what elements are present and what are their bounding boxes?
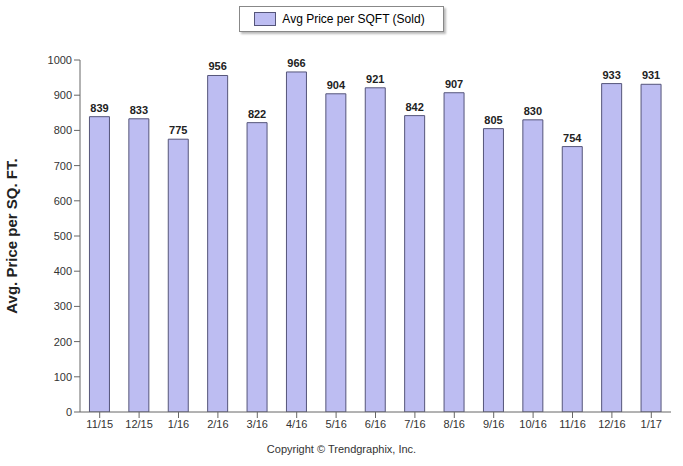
svg-text:900: 900: [54, 89, 72, 101]
svg-text:100: 100: [54, 371, 72, 383]
svg-text:700: 700: [54, 160, 72, 172]
svg-text:1000: 1000: [48, 54, 72, 66]
svg-text:842: 842: [405, 101, 423, 113]
svg-text:1/17: 1/17: [641, 418, 662, 430]
svg-text:833: 833: [130, 104, 148, 116]
svg-text:7/16: 7/16: [404, 418, 425, 430]
svg-text:10/16: 10/16: [519, 418, 547, 430]
svg-text:500: 500: [54, 230, 72, 242]
svg-text:11/16: 11/16: [559, 418, 586, 430]
svg-text:Avg. Price per SQ. FT.: Avg. Price per SQ. FT.: [8, 158, 20, 313]
svg-text:400: 400: [54, 265, 72, 277]
svg-text:775: 775: [169, 124, 187, 136]
svg-text:2/16: 2/16: [207, 418, 228, 430]
svg-text:754: 754: [563, 132, 582, 144]
svg-text:933: 933: [602, 69, 620, 81]
svg-text:822: 822: [248, 108, 266, 120]
svg-text:800: 800: [54, 124, 72, 136]
svg-text:8/16: 8/16: [444, 418, 465, 430]
svg-text:904: 904: [327, 79, 346, 91]
svg-text:3/16: 3/16: [247, 418, 268, 430]
svg-text:931: 931: [642, 69, 660, 81]
svg-text:9/16: 9/16: [483, 418, 504, 430]
svg-text:1/16: 1/16: [168, 418, 189, 430]
svg-text:600: 600: [54, 195, 72, 207]
html-text:Avg Price per SQFT (Sold): Avg Price per SQFT (Sold): [282, 12, 425, 26]
svg-text:921: 921: [366, 73, 384, 85]
svg-text:966: 966: [287, 57, 305, 69]
svg-text:12/15: 12/15: [125, 418, 153, 430]
svg-text:6/16: 6/16: [365, 418, 386, 430]
svg-text:830: 830: [524, 105, 542, 117]
svg-text:12/16: 12/16: [598, 418, 626, 430]
svg-text:5/16: 5/16: [325, 418, 346, 430]
svg-text:805: 805: [484, 114, 502, 126]
html-text:Copyright © Trendgraphix, Inc.: Copyright © Trendgraphix, Inc.: [266, 443, 417, 455]
svg-text:956: 956: [208, 60, 226, 72]
svg-text:200: 200: [54, 336, 72, 348]
svg-text:0: 0: [66, 406, 72, 418]
svg-text:907: 907: [445, 78, 463, 90]
svg-text:11/15: 11/15: [86, 418, 113, 430]
svg-text:300: 300: [54, 300, 72, 312]
svg-text:839: 839: [90, 102, 108, 114]
svg-text:4/16: 4/16: [286, 418, 307, 430]
